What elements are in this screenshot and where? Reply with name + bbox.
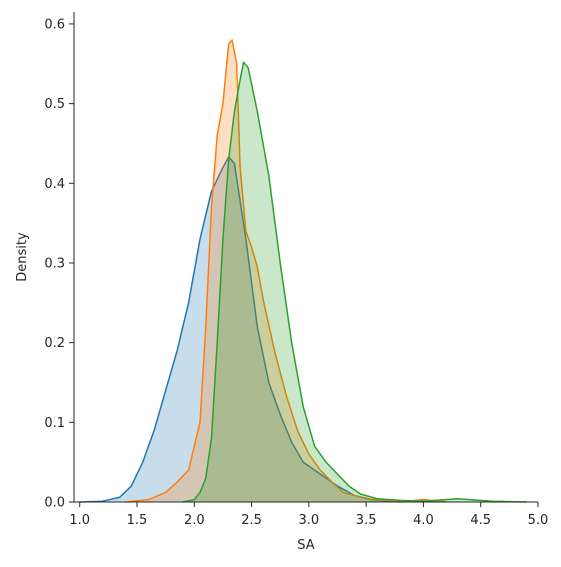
- y-tick-label: 0.5: [44, 97, 65, 112]
- x-axis-label: SA: [297, 538, 314, 553]
- series-2-area: [125, 39, 447, 502]
- y-tick-label: 0.6: [44, 17, 65, 32]
- y-ticks: 0.0 0.1 0.2 0.3 0.4 0.5 0.6: [44, 17, 74, 511]
- x-tick-label: 2.5: [241, 513, 262, 528]
- x-tick-label: 2.0: [184, 513, 205, 528]
- series-1-area: [79, 157, 401, 502]
- x-tick-label: 4.5: [470, 513, 491, 528]
- series-2-line: [125, 39, 447, 503]
- x-tick-label: 1.5: [127, 513, 148, 528]
- x-tick-label: 1.0: [69, 513, 90, 528]
- x-tick-label: 3.0: [299, 513, 320, 528]
- series-layer: [79, 39, 527, 503]
- x-ticks: 1.0 1.5 2.0 2.5 3.0 3.5 4.0 4.5 5.0: [69, 502, 548, 528]
- y-tick-label: 0.2: [44, 336, 65, 351]
- y-tick-label: 0.0: [44, 496, 65, 511]
- y-tick-label: 0.1: [44, 416, 65, 431]
- axes-layer: [73, 12, 538, 503]
- x-tick-label: 5.0: [528, 513, 549, 528]
- y-axis-label: Density: [15, 232, 30, 282]
- x-tick-label: 4.0: [413, 513, 434, 528]
- y-tick-label: 0.3: [44, 256, 65, 271]
- x-tick-label: 3.5: [356, 513, 377, 528]
- series-3-area: [182, 62, 527, 502]
- y-tick-label: 0.4: [44, 177, 65, 192]
- series-3-line: [182, 61, 527, 503]
